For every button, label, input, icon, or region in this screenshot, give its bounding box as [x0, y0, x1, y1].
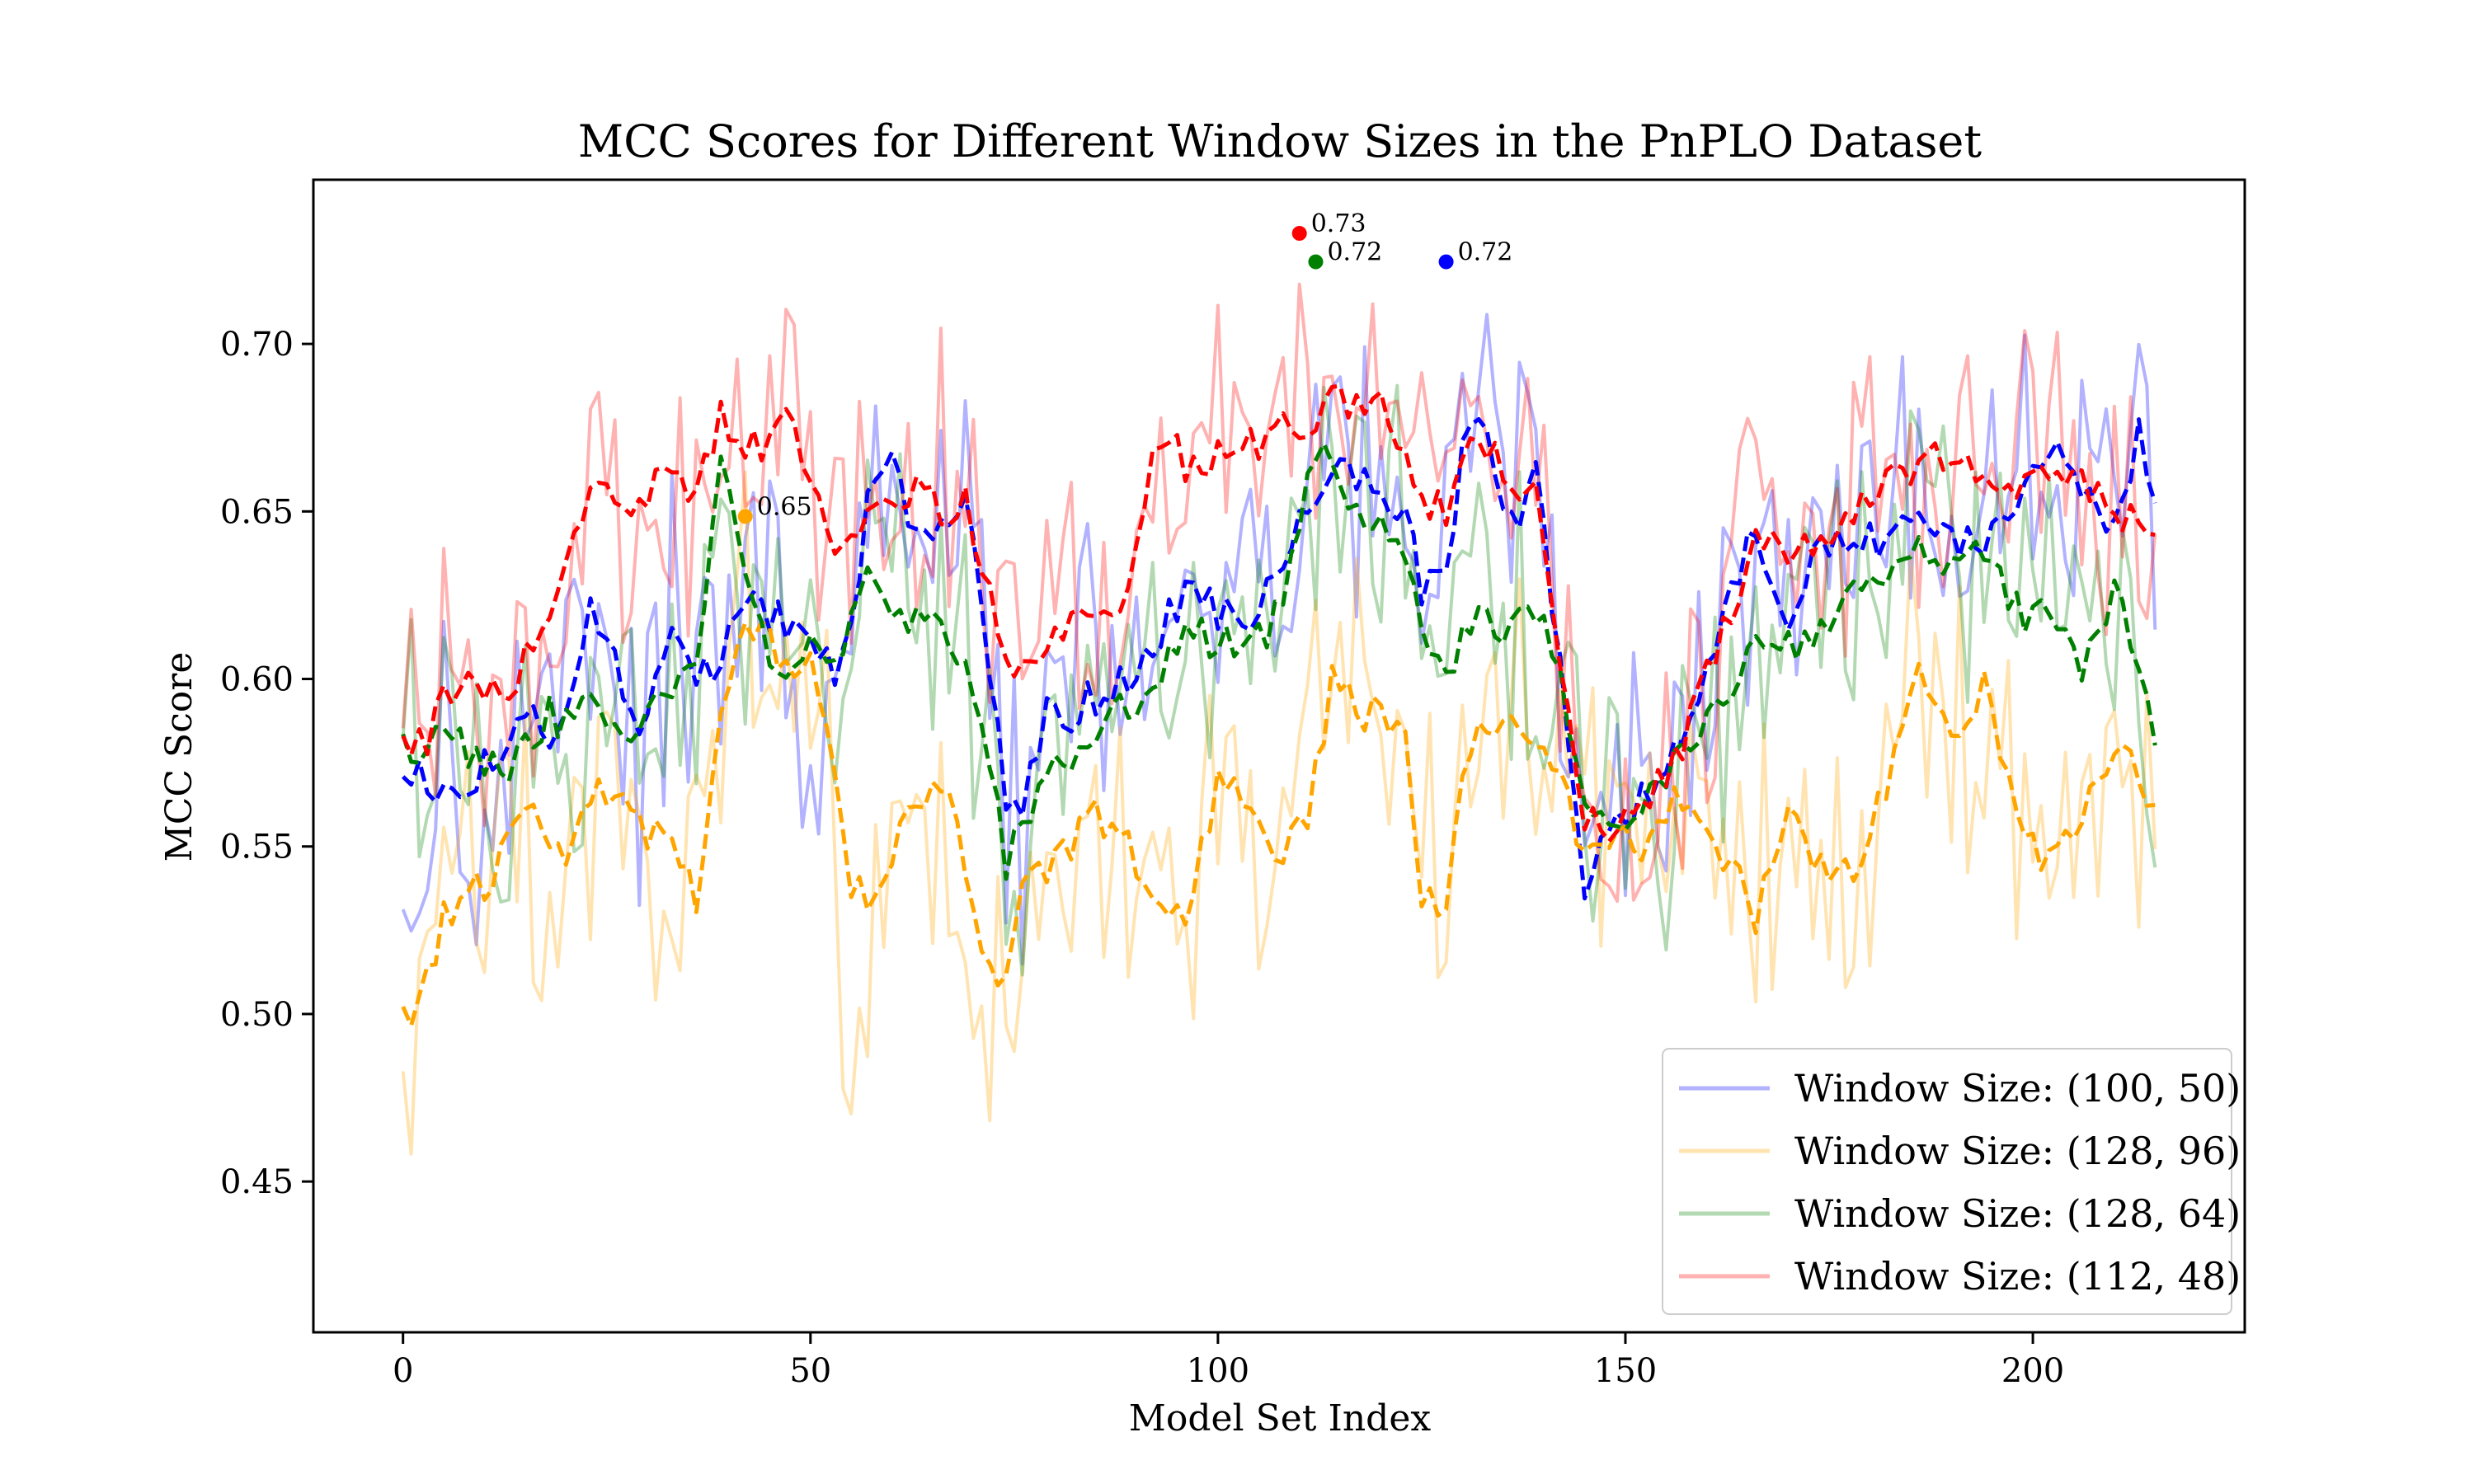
legend-label-1: Window Size: (100, 50)	[1794, 1066, 2241, 1111]
max-point-marker-1	[1438, 254, 1454, 270]
raw-series-line-1	[401, 312, 2157, 966]
max-point-label-1: 0.72	[1458, 238, 1513, 267]
legend-label-3: Window Size: (128, 64)	[1794, 1191, 2241, 1236]
smoothed-series-group	[401, 383, 2157, 1028]
y-tick-label-5: 0.70	[220, 326, 294, 364]
max-point-marker-3	[1308, 254, 1324, 270]
max-point-label-4: 0.73	[1311, 209, 1366, 238]
raw-series-line-2	[401, 470, 2157, 1156]
raw-series-group	[401, 282, 2157, 1156]
x-tick-label-150: 150	[1594, 1352, 1657, 1390]
x-tick-label-0: 0	[393, 1352, 413, 1390]
max-marker-group: 0.720.650.720.73	[737, 209, 1513, 524]
legend-box	[1662, 1048, 2232, 1315]
y-axis-label: MCC Score	[158, 652, 200, 862]
y-tick-label-2: 0.55	[220, 829, 294, 866]
y-tick-label-0: 0.45	[220, 1163, 294, 1201]
max-point-label-3: 0.72	[1327, 238, 1382, 267]
smoothed-series-line-4	[401, 383, 2156, 843]
raw-series-line-3	[401, 383, 2157, 977]
max-point-marker-2	[737, 509, 753, 524]
smoothed-series-line-3	[401, 441, 2157, 881]
y-tick-label-4: 0.65	[220, 493, 294, 531]
x-tick-label-100: 100	[1187, 1352, 1249, 1390]
max-point-label-2: 0.65	[757, 492, 812, 521]
axes: 0 50 100 150 200 0.45 0.50 0.55 0.60 0.65 0.70	[220, 178, 2246, 1390]
legend-label-4: Window Size: (112, 48)	[1794, 1254, 2241, 1298]
y-tick-label-1: 0.50	[220, 996, 294, 1034]
smoothed-series-line-1	[401, 416, 2157, 901]
legend: Window Size: (100, 50) Window Size: (128,…	[1662, 1048, 2241, 1315]
plot-frame	[312, 178, 2246, 1334]
x-tick-label-200: 200	[2001, 1352, 2064, 1390]
x-axis-label: Model Set Index	[1129, 1397, 1432, 1439]
legend-label-2: Window Size: (128, 96)	[1794, 1129, 2241, 1173]
raw-series-line-4	[401, 282, 2157, 904]
chart-title: MCC Scores for Different Window Sizes in…	[578, 115, 1982, 167]
y-tick-label-3: 0.60	[220, 661, 294, 699]
smoothed-series-line-2	[401, 620, 2156, 1028]
x-tick-label-50: 50	[789, 1352, 831, 1390]
plot-area: 0.720.650.720.73	[401, 209, 2157, 1156]
max-point-marker-4	[1291, 226, 1307, 242]
